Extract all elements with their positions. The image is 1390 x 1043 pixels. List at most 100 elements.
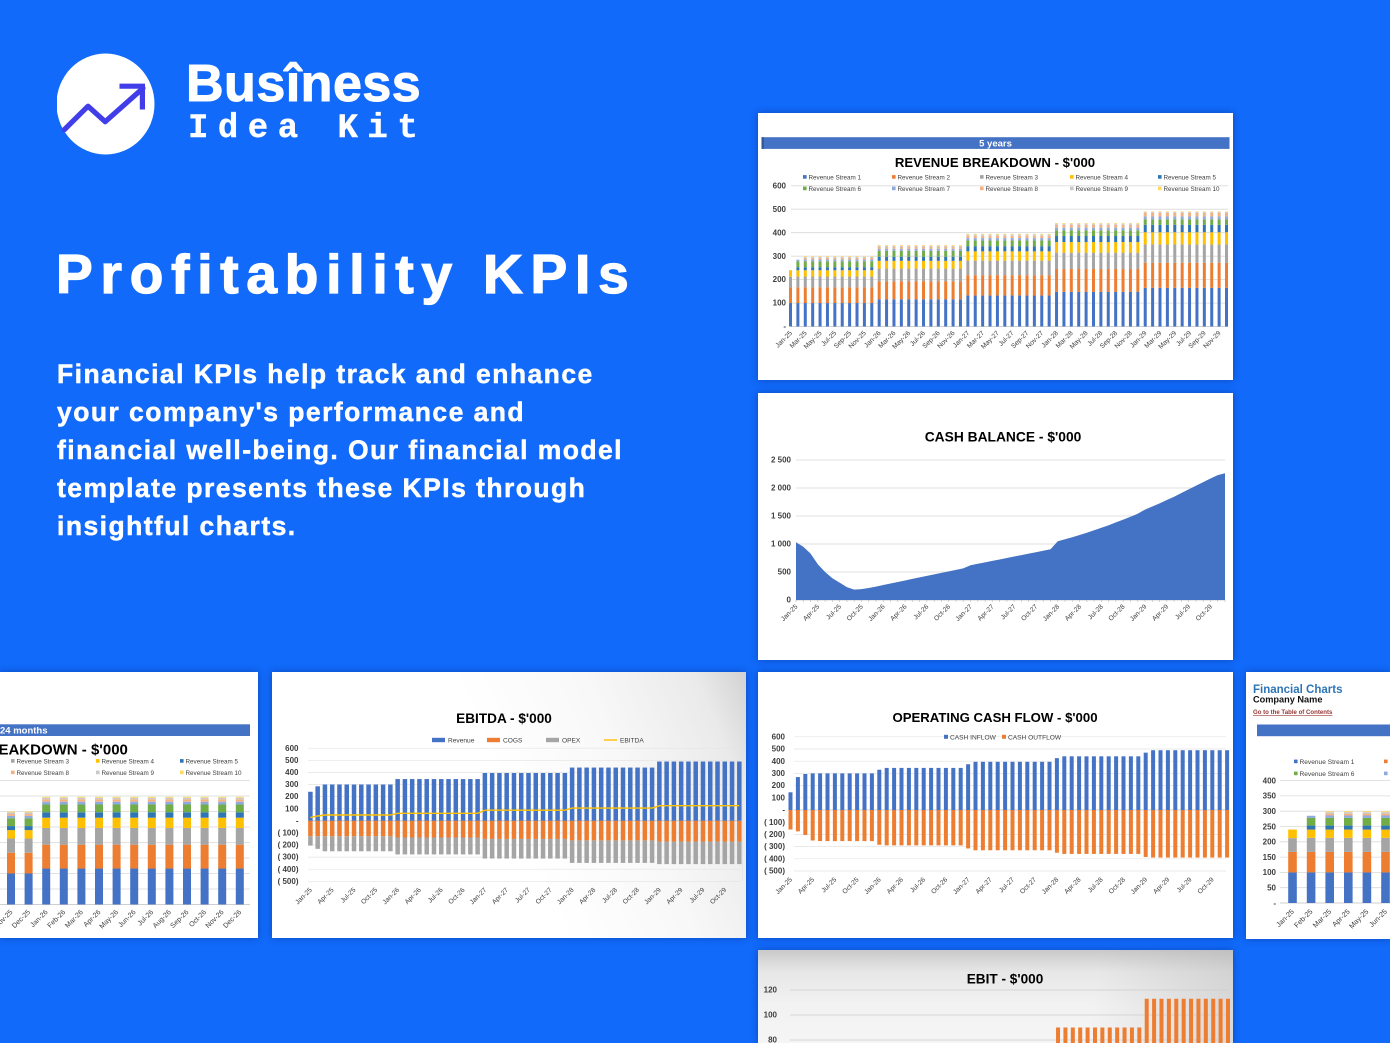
- svg-text:Revenue Stream 10: Revenue Stream 10: [186, 770, 243, 777]
- svg-text:200: 200: [1263, 838, 1277, 847]
- svg-text:Apr-25: Apr-25: [316, 887, 335, 906]
- svg-text:Revenue Stream 2: Revenue Stream 2: [898, 174, 951, 181]
- svg-text:Dec-25: Dec-25: [11, 909, 32, 930]
- svg-text:300: 300: [1263, 807, 1277, 816]
- svg-text:Oct-28: Oct-28: [622, 887, 641, 906]
- svg-text:Revenue: Revenue: [448, 737, 475, 744]
- svg-text:Oct-26: Oct-26: [930, 876, 949, 895]
- svg-text:( 200): ( 200): [764, 830, 785, 839]
- svg-text:Oct-25: Oct-25: [360, 887, 379, 906]
- svg-text:Revenue Stream 9: Revenue Stream 9: [1076, 186, 1129, 193]
- svg-text:Revenue Stream 5: Revenue Stream 5: [186, 758, 239, 765]
- svg-text:100: 100: [764, 1011, 778, 1020]
- svg-text:Apr-29: Apr-29: [665, 887, 684, 906]
- svg-text:CASH OUTFLOW: CASH OUTFLOW: [1008, 734, 1062, 741]
- svg-text:Jan-25: Jan-25: [775, 876, 795, 896]
- svg-text:Revenue Stream 4: Revenue Stream 4: [1076, 174, 1129, 181]
- svg-text:( 400): ( 400): [764, 854, 785, 863]
- svg-text:Apr-27: Apr-27: [975, 876, 994, 895]
- svg-text:400: 400: [285, 768, 299, 777]
- svg-text:( 400): ( 400): [278, 865, 299, 874]
- svg-text:Revenue Stream 8: Revenue Stream 8: [17, 770, 70, 777]
- svg-text:Apr-27: Apr-27: [491, 887, 510, 906]
- svg-text:Jul-28: Jul-28: [601, 887, 619, 905]
- svg-text:Jul-25: Jul-25: [825, 603, 843, 621]
- svg-text:Jan-26: Jan-26: [382, 887, 402, 907]
- svg-text:Revenue Stream 1: Revenue Stream 1: [809, 174, 862, 181]
- svg-text:80: 80: [768, 1036, 777, 1043]
- svg-text:400: 400: [773, 228, 787, 237]
- svg-text:500: 500: [773, 205, 787, 214]
- svg-text:Oct-26: Oct-26: [933, 603, 952, 622]
- svg-text:Oct-29: Oct-29: [1195, 603, 1214, 622]
- svg-text:-: -: [782, 806, 785, 815]
- svg-text:5 years: 5 years: [979, 139, 1012, 150]
- svg-text:300: 300: [772, 769, 786, 778]
- svg-text:100: 100: [1263, 868, 1277, 877]
- svg-text:300: 300: [285, 780, 299, 789]
- svg-text:500: 500: [778, 568, 792, 577]
- svg-text:Jul-25: Jul-25: [820, 876, 838, 894]
- svg-text:( 100): ( 100): [764, 818, 785, 827]
- svg-text:Jul-26: Jul-26: [912, 603, 930, 621]
- svg-text:200: 200: [285, 792, 299, 801]
- svg-text:2 500: 2 500: [771, 456, 792, 465]
- svg-text:Jan-28: Jan-28: [1042, 603, 1062, 623]
- svg-text:( 500): ( 500): [764, 867, 785, 876]
- svg-text:Mar-25: Mar-25: [1311, 907, 1333, 929]
- svg-text:EBIT - $'000: EBIT - $'000: [967, 972, 1044, 987]
- svg-text:Jul-27: Jul-27: [998, 876, 1016, 894]
- svg-text:Jul-29: Jul-29: [689, 887, 707, 905]
- svg-text:150: 150: [1263, 853, 1277, 862]
- svg-text:100: 100: [285, 804, 299, 813]
- svg-text:Apr-29: Apr-29: [1151, 603, 1170, 622]
- svg-text:Oct-25: Oct-25: [841, 876, 860, 895]
- svg-text:Oct-26: Oct-26: [447, 887, 466, 906]
- svg-text:( 200): ( 200): [278, 841, 299, 850]
- svg-text:CASH INFLOW: CASH INFLOW: [950, 734, 997, 741]
- svg-text:Revenue Stream 6: Revenue Stream 6: [809, 186, 862, 193]
- svg-text:Jan-27: Jan-27: [469, 887, 489, 907]
- svg-text:Apr-26: Apr-26: [889, 603, 908, 622]
- svg-text:24 months: 24 months: [0, 725, 48, 736]
- svg-text:Jul-28: Jul-28: [1087, 876, 1105, 894]
- svg-text:EBITDA - $'000: EBITDA - $'000: [456, 711, 552, 726]
- svg-text:Jul-29: Jul-29: [1176, 876, 1194, 894]
- svg-text:Jan-25: Jan-25: [780, 603, 800, 623]
- svg-text:Jan-28: Jan-28: [1041, 876, 1061, 896]
- svg-text:Jan-27: Jan-27: [955, 603, 975, 623]
- svg-text:1 500: 1 500: [771, 512, 792, 521]
- svg-text:Revenue Stream 6: Revenue Stream 6: [1300, 771, 1355, 778]
- svg-text:Revenue Stream 7: Revenue Stream 7: [898, 186, 951, 193]
- svg-text:Revenue Stream 5: Revenue Stream 5: [1164, 174, 1217, 181]
- svg-text:Aug-26: Aug-26: [152, 909, 173, 930]
- svg-text:Jul-27: Jul-27: [1000, 603, 1018, 621]
- svg-text:May-25: May-25: [1347, 907, 1370, 930]
- svg-text:350: 350: [1263, 792, 1277, 801]
- svg-text:OPEX: OPEX: [562, 737, 581, 744]
- svg-text:Oct-28: Oct-28: [1108, 876, 1127, 895]
- svg-text:Jul-25: Jul-25: [340, 887, 358, 905]
- svg-text:Oct-27: Oct-27: [1019, 876, 1038, 895]
- svg-text:EBITDA: EBITDA: [620, 737, 644, 744]
- svg-text:Jul-27: Jul-27: [514, 887, 532, 905]
- svg-text:Jan-26: Jan-26: [867, 603, 887, 623]
- svg-text:Financial Charts: Financial Charts: [1253, 684, 1342, 696]
- svg-text:600: 600: [285, 744, 299, 753]
- svg-text:Revenue Stream 8: Revenue Stream 8: [986, 186, 1039, 193]
- svg-text:250: 250: [1263, 822, 1277, 831]
- svg-text:100: 100: [773, 299, 787, 308]
- svg-text:OPERATING CASH FLOW - $'000: OPERATING CASH FLOW - $'000: [892, 710, 1097, 725]
- svg-text:Apr-27: Apr-27: [977, 603, 996, 622]
- svg-text:400: 400: [772, 757, 786, 766]
- svg-text:400: 400: [1263, 776, 1277, 785]
- svg-text:Jul-29: Jul-29: [1174, 603, 1192, 621]
- svg-text:300: 300: [773, 252, 787, 261]
- svg-text:50: 50: [1267, 884, 1276, 893]
- svg-text:Jun-26: Jun-26: [118, 909, 138, 929]
- svg-text:Jan-25: Jan-25: [1274, 907, 1296, 929]
- svg-text:Revenue Stream 3: Revenue Stream 3: [986, 174, 1039, 181]
- svg-text:1 000: 1 000: [771, 540, 792, 549]
- svg-text:Apr-28: Apr-28: [1064, 603, 1083, 622]
- svg-text:Apr-25: Apr-25: [802, 603, 821, 622]
